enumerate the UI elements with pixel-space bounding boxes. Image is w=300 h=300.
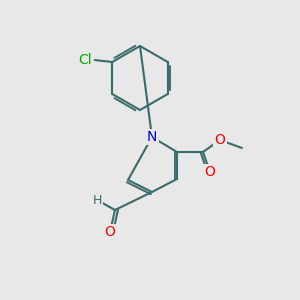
Text: Cl: Cl — [79, 53, 92, 67]
Text: H: H — [92, 194, 102, 206]
Text: O: O — [214, 133, 225, 147]
Text: N: N — [147, 130, 157, 144]
Text: O: O — [105, 225, 116, 239]
Text: O: O — [205, 165, 215, 179]
